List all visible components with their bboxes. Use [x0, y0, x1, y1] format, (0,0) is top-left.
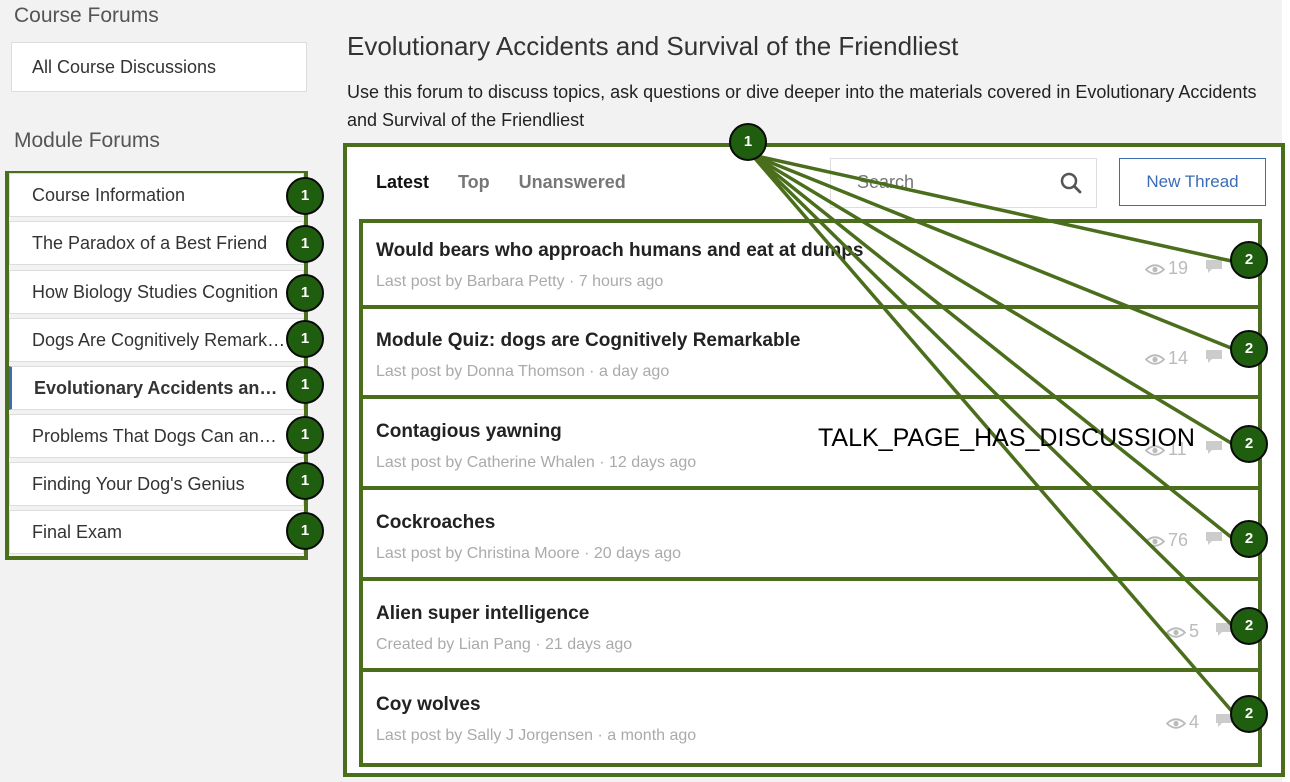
view-count: 76	[1144, 530, 1189, 553]
annotation-badge-1: 1	[286, 274, 324, 312]
all-course-discussions-link[interactable]: All Course Discussions	[11, 42, 307, 92]
view-count-value: 5	[1189, 621, 1200, 641]
comment-icon	[1204, 439, 1224, 460]
comment-icon	[1204, 530, 1224, 551]
thread-meta: Last post by Christina Moore · 20 days a…	[376, 545, 682, 562]
thread-row[interactable]: Would bears who approach humans and eat …	[363, 223, 1258, 309]
search-box	[830, 158, 1097, 208]
thread-meta: Created by Lian Pang · 21 days ago	[376, 636, 633, 653]
view-count-value: 14	[1168, 348, 1189, 368]
annotation-badge-2: 2	[1230, 330, 1268, 368]
module-item-final-exam[interactable]: Final Exam	[9, 510, 304, 554]
annotation-badge-1: 1	[286, 320, 324, 358]
module-item-label: Finding Your Dog's Genius	[32, 474, 245, 494]
module-item-label: How Biology Studies Cognition	[32, 282, 279, 302]
annotation-badge-1: 1	[286, 177, 324, 215]
view-count-value: 4	[1189, 712, 1200, 732]
annotation-badge-1: 1	[286, 366, 324, 404]
eye-icon	[1165, 623, 1187, 644]
view-count: 4	[1165, 712, 1200, 735]
module-item-dogs-remarkable[interactable]: Dogs Are Cognitively Remarkable	[9, 318, 304, 362]
thread-title[interactable]: Contagious yawning	[376, 421, 562, 442]
thread-row[interactable]: Coy wolves Last post by Sally J Jorgense…	[363, 677, 1258, 763]
eye-icon	[1165, 714, 1187, 735]
tab-unanswered[interactable]: Unanswered	[518, 172, 626, 192]
page-description: Use this forum to discuss topics, ask qu…	[347, 82, 1257, 130]
module-item-label: Problems That Dogs Can and Cannot Solve	[32, 426, 286, 446]
comment-icon	[1204, 258, 1224, 279]
thread-title[interactable]: Module Quiz: dogs are Cognitively Remark…	[376, 330, 801, 351]
view-count-value: 76	[1168, 530, 1189, 550]
thread-row[interactable]: Alien super intelligence Created by Lian…	[363, 586, 1258, 672]
annotation-label: TALK_PAGE_HAS_DISCUSSION	[818, 424, 1195, 452]
view-count: 14	[1144, 348, 1189, 371]
eye-icon	[1144, 350, 1166, 371]
annotation-badge-2: 2	[1230, 607, 1268, 645]
new-thread-button[interactable]: New Thread	[1119, 158, 1266, 206]
view-count-value: 19	[1168, 258, 1189, 278]
annotation-badge-2: 2	[1230, 241, 1268, 279]
thread-title[interactable]: Cockroaches	[376, 512, 496, 533]
module-forums-heading: Module Forums	[14, 129, 160, 152]
eye-icon	[1144, 260, 1166, 281]
annotation-badge-1: 1	[286, 225, 324, 263]
module-item-evolutionary-accidents[interactable]: Evolutionary Accidents and Survival of t…	[9, 366, 304, 410]
course-forums-heading: Course Forums	[14, 4, 159, 27]
comment-icon	[1214, 712, 1234, 733]
search-input[interactable]	[857, 172, 1057, 193]
module-item-label: Course Information	[32, 185, 186, 205]
thread-title[interactable]: Coy wolves	[376, 694, 481, 715]
thread-row[interactable]: Cockroaches Last post by Christina Moore…	[363, 495, 1258, 581]
thread-meta: Last post by Barbara Petty · 7 hours ago	[376, 273, 664, 290]
annotation-badge-1: 1	[729, 123, 767, 161]
module-item-problems-dogs-solve[interactable]: Problems That Dogs Can and Cannot Solve	[9, 414, 304, 458]
module-item-biology-cognition[interactable]: How Biology Studies Cognition	[9, 270, 304, 314]
module-item-label: Dogs Are Cognitively Remarkable	[32, 330, 286, 350]
module-item-paradox-best-friend[interactable]: The Paradox of a Best Friend	[9, 221, 304, 265]
module-item-label: Evolutionary Accidents and Survival of t…	[34, 378, 288, 398]
view-count: 19	[1144, 258, 1189, 281]
tab-latest[interactable]: Latest	[376, 172, 430, 192]
module-item-label: Final Exam	[32, 522, 123, 542]
module-item-dog-genius[interactable]: Finding Your Dog's Genius	[9, 462, 304, 506]
thread-meta: Last post by Sally J Jorgensen · a month…	[376, 727, 697, 744]
thread-meta: Last post by Catherine Whalen · 12 days …	[376, 454, 697, 471]
thread-meta: Last post by Donna Thomson · a day ago	[376, 363, 670, 380]
annotation-badge-1: 1	[286, 462, 324, 500]
module-item-course-information[interactable]: Course Information	[9, 173, 304, 217]
annotation-badge-2: 2	[1230, 695, 1268, 733]
annotation-badge-2: 2	[1230, 425, 1268, 463]
thread-row[interactable]: Module Quiz: dogs are Cognitively Remark…	[363, 313, 1258, 399]
comment-icon	[1204, 348, 1224, 369]
eye-icon	[1144, 532, 1166, 553]
annotation-badge-1: 1	[286, 416, 324, 454]
thread-title[interactable]: Would bears who approach humans and eat …	[376, 240, 864, 261]
view-count: 5	[1165, 621, 1200, 644]
annotation-badge-1: 1	[286, 512, 324, 550]
tab-top[interactable]: Top	[458, 172, 490, 192]
annotation-badge-2: 2	[1230, 520, 1268, 558]
thread-title[interactable]: Alien super intelligence	[376, 603, 590, 624]
module-item-label: The Paradox of a Best Friend	[32, 233, 268, 253]
page-title: Evolutionary Accidents and Survival of t…	[347, 31, 959, 61]
forum-tabs: Latest Top Unanswered	[376, 172, 655, 193]
search-icon[interactable]	[1060, 172, 1082, 199]
